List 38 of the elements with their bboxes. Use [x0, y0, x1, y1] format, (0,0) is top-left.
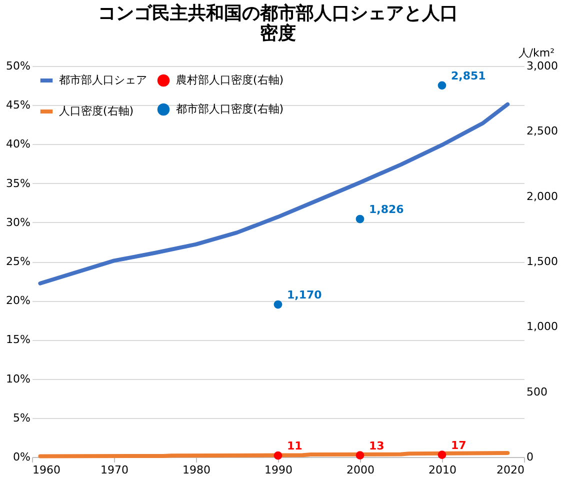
y2-tick-label: 2,500 [526, 124, 558, 138]
y-tick-label: 40% [6, 138, 30, 151]
y2-tick-label: 3,000 [526, 60, 558, 72]
data-label: 2,851 [451, 69, 486, 82]
legend-label: 農村部人口密度(右軸) [176, 74, 284, 86]
y2-tick-label: 1,000 [526, 320, 558, 334]
y2-tick-label: 500 [526, 385, 548, 398]
y-tick-label: 30% [6, 216, 30, 229]
x-tick-label: 1990 [264, 464, 292, 476]
data-label: 11 [287, 440, 302, 453]
chart-title: コンゴ民主共和国の都市部人口シェアと人口密度 [98, 3, 458, 44]
y2-tick-label: 1,500 [526, 255, 558, 268]
y2-tick-label: 2,000 [526, 190, 558, 203]
data-label: 1,826 [369, 203, 404, 216]
data-label: 13 [369, 439, 384, 452]
legend-label: 都市部人口シェア [59, 74, 147, 86]
y-tick-label: 10% [6, 372, 30, 386]
y-tick-label: 35% [6, 176, 30, 190]
x-tick-label: 2020 [496, 464, 524, 476]
x-tick-label: 1970 [100, 464, 128, 476]
legend-label: 都市部人口密度(右軸) [176, 102, 284, 116]
y-tick-label: 15% [6, 333, 30, 346]
x-tick-label: 2010 [428, 464, 456, 476]
y-tick-label: 25% [6, 255, 30, 268]
legend-label: 人口密度(右軸) [59, 104, 134, 118]
y-tick-label: 20% [6, 294, 30, 308]
x-tick-label: 2000 [346, 464, 374, 476]
line-series [38, 102, 510, 286]
y2-tick-label: 0 [526, 450, 534, 464]
x-tick-label: 1980 [182, 464, 210, 476]
y-tick-label: 45% [6, 98, 30, 112]
y-tick-label: 5% [13, 411, 30, 424]
data-label: 1,170 [287, 288, 322, 302]
y-tick-label: 0% [13, 450, 30, 464]
y2-axis-title: 人/km² [518, 46, 554, 60]
y-tick-label: 50% [6, 60, 30, 72]
data-label: 17 [451, 438, 466, 452]
x-tick-label: 1960 [32, 464, 60, 476]
